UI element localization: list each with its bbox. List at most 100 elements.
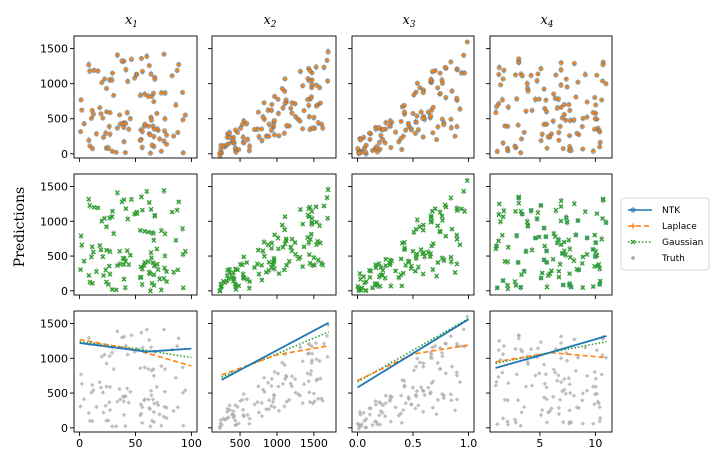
truth-point [125, 352, 130, 357]
y-tick-label: 1000 [40, 352, 68, 365]
gaussian-point [107, 249, 113, 255]
gaussian-point [541, 225, 547, 231]
laplace-point [554, 106, 560, 111]
truth-point [435, 360, 440, 366]
laplace-point [568, 148, 574, 153]
gaussian-point [124, 248, 130, 254]
gaussian-point [259, 277, 265, 283]
gaussian-point [148, 249, 154, 255]
truth-point [363, 416, 369, 422]
truth-point [393, 405, 398, 410]
truth-point [180, 390, 186, 396]
laplace-point [494, 104, 499, 109]
gaussian-point [523, 249, 529, 255]
laplace-point [437, 70, 443, 76]
truth-point [411, 368, 417, 373]
gaussian-point [232, 281, 238, 287]
truth-point [543, 372, 549, 377]
truth-point [309, 358, 315, 363]
gaussian-point [437, 209, 443, 215]
gaussian-point [241, 254, 247, 260]
truth-point [402, 378, 407, 384]
y-tick-label: 500 [47, 113, 68, 126]
truth-point [590, 384, 596, 389]
gaussian-point [599, 236, 605, 242]
laplace-point [280, 86, 285, 91]
truth-point [551, 230, 556, 235]
laplace-point [240, 135, 246, 140]
laplace-point [140, 129, 145, 134]
gaussian-point [103, 267, 109, 273]
truth-point [307, 390, 312, 395]
truth-point [78, 372, 84, 377]
gaussian-point [218, 281, 224, 287]
truth-point [512, 280, 518, 285]
truth-point [571, 393, 577, 399]
laplace-point [583, 72, 588, 78]
laplace-point [78, 97, 84, 102]
gaussian-point [388, 283, 394, 289]
gaussian-point [307, 204, 313, 210]
gaussian-point [597, 266, 603, 272]
gaussian-point [564, 219, 570, 225]
truth-point [79, 381, 85, 387]
gaussian-point [393, 268, 399, 274]
gaussian-point [505, 282, 510, 288]
truth-point [148, 208, 154, 213]
gaussian-point [559, 250, 565, 256]
panel-r1-c4 [486, 35, 613, 162]
gaussian-point [297, 206, 303, 212]
gaussian-point [584, 252, 590, 258]
gaussian-point [428, 213, 434, 219]
laplace-point [497, 65, 502, 70]
laplace-point [388, 145, 394, 150]
laplace-point [430, 69, 435, 74]
laplace-point [584, 99, 590, 105]
axes-frame [489, 35, 613, 159]
truth-point [448, 392, 454, 397]
truth-point [580, 398, 585, 403]
laplace-point [528, 73, 534, 78]
truth-point [566, 238, 572, 244]
truth-point [297, 393, 303, 398]
gaussian-point [500, 214, 506, 220]
truth-point [106, 418, 111, 423]
truth-point [252, 402, 257, 407]
truth-point [91, 250, 96, 256]
gaussian-point [513, 208, 518, 214]
laplace-point [417, 85, 422, 90]
gaussian-point [557, 262, 563, 267]
gaussian-point [123, 206, 129, 211]
truth-point [523, 384, 529, 389]
plot-area [493, 56, 609, 156]
laplace-point [435, 85, 440, 90]
truth-point [593, 376, 598, 381]
gaussian-point [367, 274, 373, 280]
gaussian-point [144, 188, 150, 194]
gaussian-point [162, 265, 168, 271]
truth-point [97, 380, 103, 385]
truth-point [115, 399, 120, 404]
laplace-point [99, 80, 104, 85]
truth-point [233, 422, 239, 428]
laplace-point [146, 94, 151, 99]
gaussian-point [104, 247, 110, 253]
truth-point [183, 388, 188, 393]
gaussian-point [139, 266, 145, 272]
gaussian-point [575, 218, 581, 224]
laplace-point [448, 59, 454, 65]
y-axis-label: Predictions [12, 187, 28, 267]
truth-point [441, 395, 447, 401]
laplace-point [123, 67, 129, 72]
laplace-point [139, 144, 145, 150]
gaussian-point [414, 217, 420, 223]
gaussian-point [412, 268, 418, 274]
truth-point [426, 385, 431, 390]
laplace-point [282, 89, 287, 94]
laplace-point [448, 117, 454, 122]
truth-point [293, 390, 298, 395]
x-tick-label: 500 [230, 437, 251, 450]
laplace-point [398, 136, 404, 141]
panel-r1-c3 [348, 35, 475, 162]
gaussian-point [383, 263, 389, 269]
